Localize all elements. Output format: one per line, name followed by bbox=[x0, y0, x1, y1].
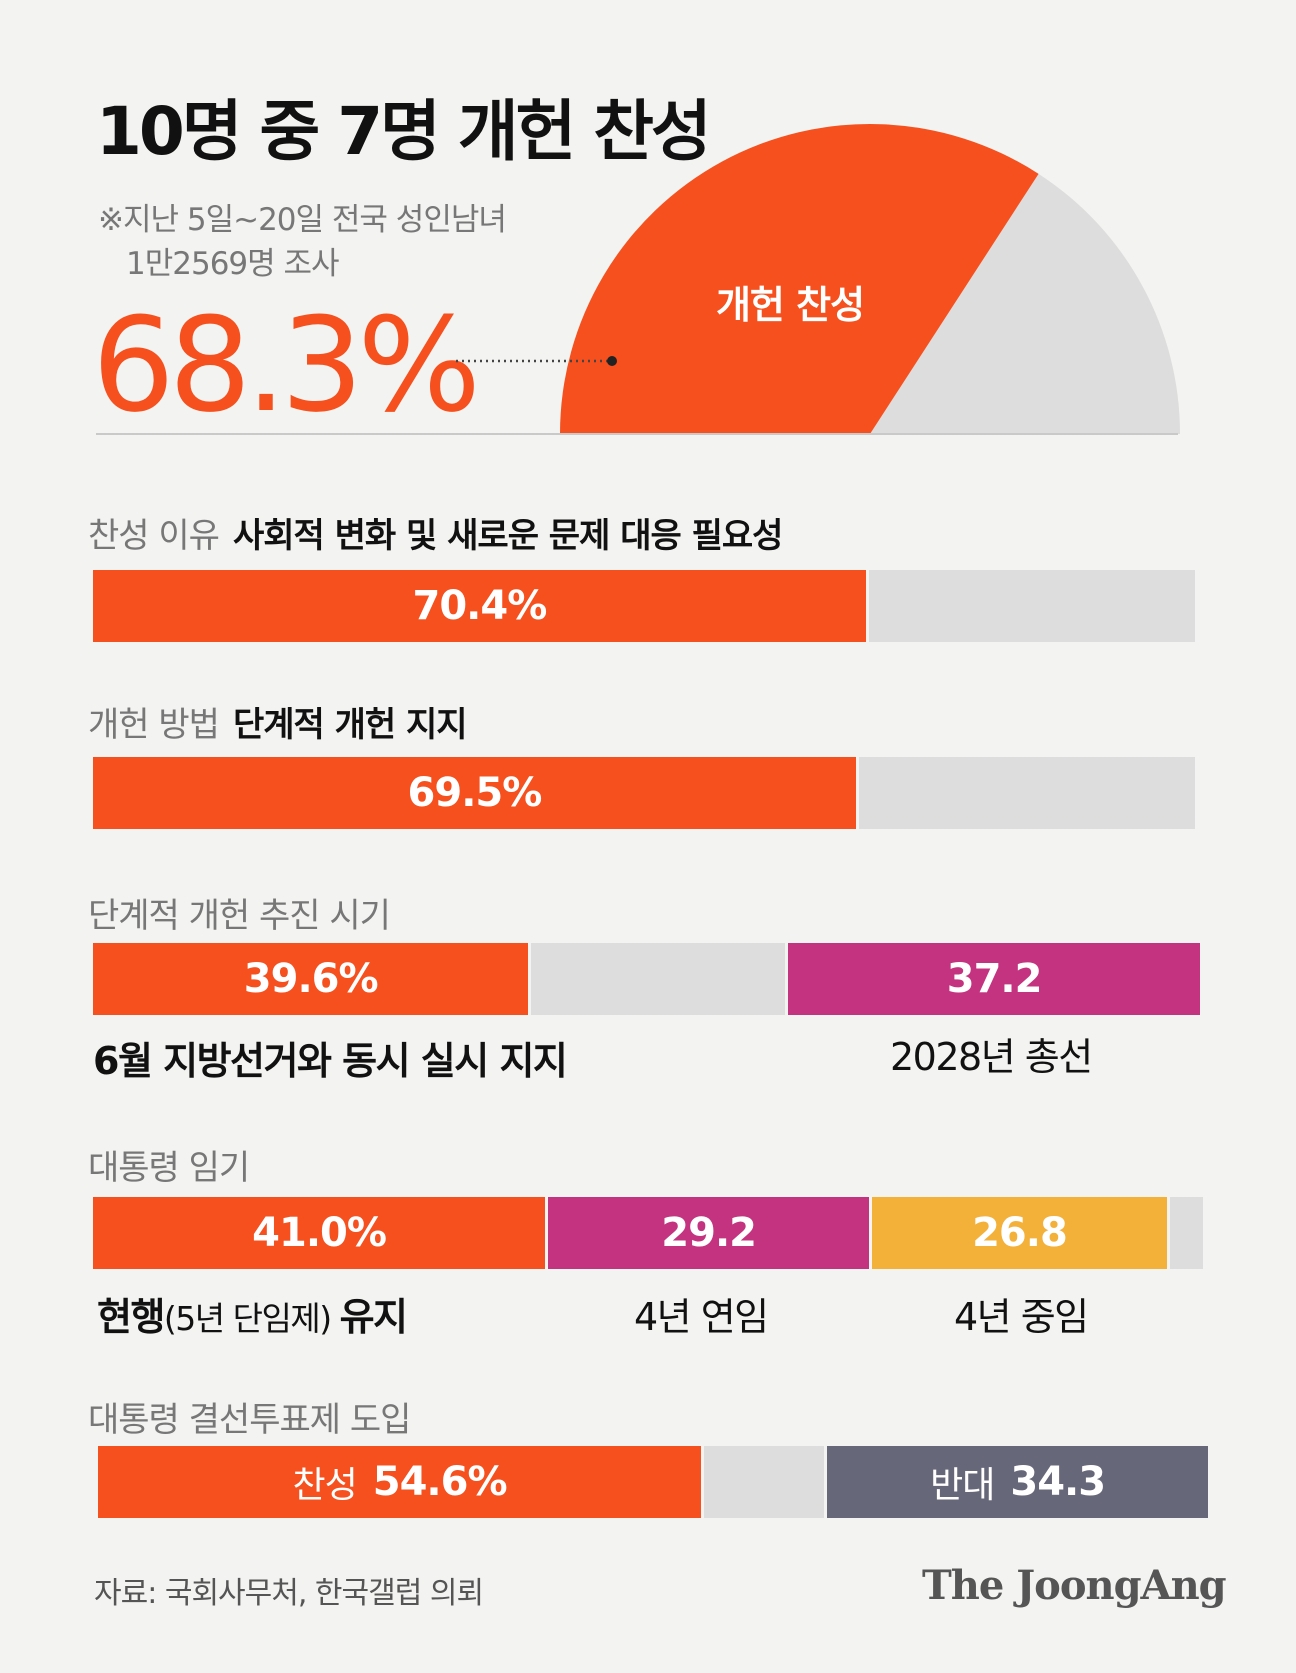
section-term-prefix: 대통령 임기 bbox=[88, 1148, 250, 1188]
section-method-label: 개헌 방법 단계적 개헌 지지 bbox=[88, 697, 468, 746]
page-title: 10명 중 7명 개헌 찬성 bbox=[96, 93, 712, 170]
bar-segment-value: 70.4% bbox=[412, 583, 548, 629]
bar-segment-value: 26.8 bbox=[972, 1210, 1068, 1256]
bar-segment-value: 69.5% bbox=[407, 770, 543, 816]
gauge-slice-rest bbox=[870, 173, 1180, 435]
bar-segment bbox=[868, 570, 1195, 642]
bar-segment: 26.8 bbox=[872, 1197, 1167, 1269]
term-caption-current-b: 유지 bbox=[339, 1295, 408, 1339]
bar-segment-value: 37.2 bbox=[946, 956, 1043, 1002]
section-method-highlight: 단계적 개헌 지지 bbox=[232, 705, 468, 745]
bar-segment bbox=[858, 757, 1195, 829]
bar-segment bbox=[1169, 1197, 1203, 1269]
section-method-prefix: 개헌 방법 bbox=[88, 705, 220, 745]
timing-caption-local-election: 6월 지방선거와 동시 실시 지지 bbox=[93, 1039, 568, 1083]
bar-segment-value: 29.2 bbox=[661, 1210, 757, 1256]
bar-segment-prefix: 반대 bbox=[930, 1465, 995, 1506]
brand-logo: The JoongAng bbox=[922, 1562, 1227, 1609]
bar-segment bbox=[704, 1446, 825, 1518]
bar-reason: 70.4% bbox=[93, 570, 1195, 642]
bar-segment: 반대 34.3 bbox=[827, 1446, 1208, 1518]
section-timing-prefix: 단계적 개헌 추진 시기 bbox=[88, 896, 391, 936]
bar-segment-value: 41.0% bbox=[252, 1210, 387, 1256]
section-reason-prefix: 찬성 이유 bbox=[88, 516, 220, 556]
bar-segment: 37.2 bbox=[788, 943, 1200, 1015]
bar-segment: 41.0% bbox=[93, 1197, 546, 1269]
bar-segment bbox=[531, 943, 786, 1015]
section-term-label: 대통령 임기 bbox=[88, 1140, 250, 1189]
gauge-slice-label: 개헌 찬성 bbox=[716, 283, 864, 327]
bar-segment: 70.4% bbox=[93, 570, 866, 642]
leader-dot bbox=[607, 356, 617, 366]
section-reason-label: 찬성 이유 사회적 변화 및 새로운 문제 대응 필요성 bbox=[88, 508, 784, 557]
bar-term: 41.0% 29.2 26.8 bbox=[93, 1197, 1203, 1269]
bar-segment-value: 39.6% bbox=[243, 956, 379, 1002]
survey-note-line1: ※지난 5일~20일 전국 성인남녀 bbox=[98, 202, 507, 238]
bar-segment-value: 54.6% bbox=[372, 1459, 508, 1505]
timing-caption-2028: 2028년 총선 bbox=[890, 1035, 1093, 1079]
bar-segment: 29.2 bbox=[548, 1197, 870, 1269]
survey-note: ※지난 5일~20일 전국 성인남녀 1만2569명 조사 bbox=[98, 198, 507, 286]
section-timing-label: 단계적 개헌 추진 시기 bbox=[88, 888, 391, 937]
source-note: 자료: 국회사무처, 한국갤럽 의뢰 bbox=[94, 1576, 484, 1611]
bar-method: 69.5% bbox=[93, 757, 1195, 829]
bar-segment: 찬성 54.6% bbox=[98, 1446, 702, 1518]
term-caption-current-a: 현행 bbox=[97, 1295, 165, 1339]
bar-segment-prefix: 찬성 bbox=[292, 1465, 358, 1506]
bar-segment: 69.5% bbox=[93, 757, 856, 829]
bar-runoff: 찬성 54.6% 반대 34.3 bbox=[98, 1446, 1208, 1518]
term-caption-current-plain: (5년 단임제) bbox=[163, 1299, 340, 1338]
term-caption-consecutive: 4년 연임 bbox=[634, 1295, 769, 1339]
bar-timing: 39.6% 37.2 bbox=[93, 943, 1200, 1015]
section-reason-highlight: 사회적 변화 및 새로운 문제 대응 필요성 bbox=[232, 516, 784, 556]
bar-segment: 39.6% bbox=[93, 943, 529, 1015]
gauge-slice-favor bbox=[560, 124, 1039, 434]
headline-value: 68.3% bbox=[92, 289, 481, 441]
gauge-chart: 개헌 찬성 bbox=[96, 124, 1180, 435]
term-caption-nonconsecutive: 4년 중임 bbox=[954, 1295, 1089, 1339]
term-caption-current: 현행(5년 단임제) 유지 bbox=[97, 1286, 408, 1341]
bar-segment-value: 34.3 bbox=[1010, 1459, 1106, 1505]
section-runoff-label: 대통령 결선투표제 도입 bbox=[88, 1392, 411, 1441]
survey-note-line2: 1만2569명 조사 bbox=[126, 246, 340, 282]
section-runoff-prefix: 대통령 결선투표제 도입 bbox=[88, 1400, 411, 1440]
